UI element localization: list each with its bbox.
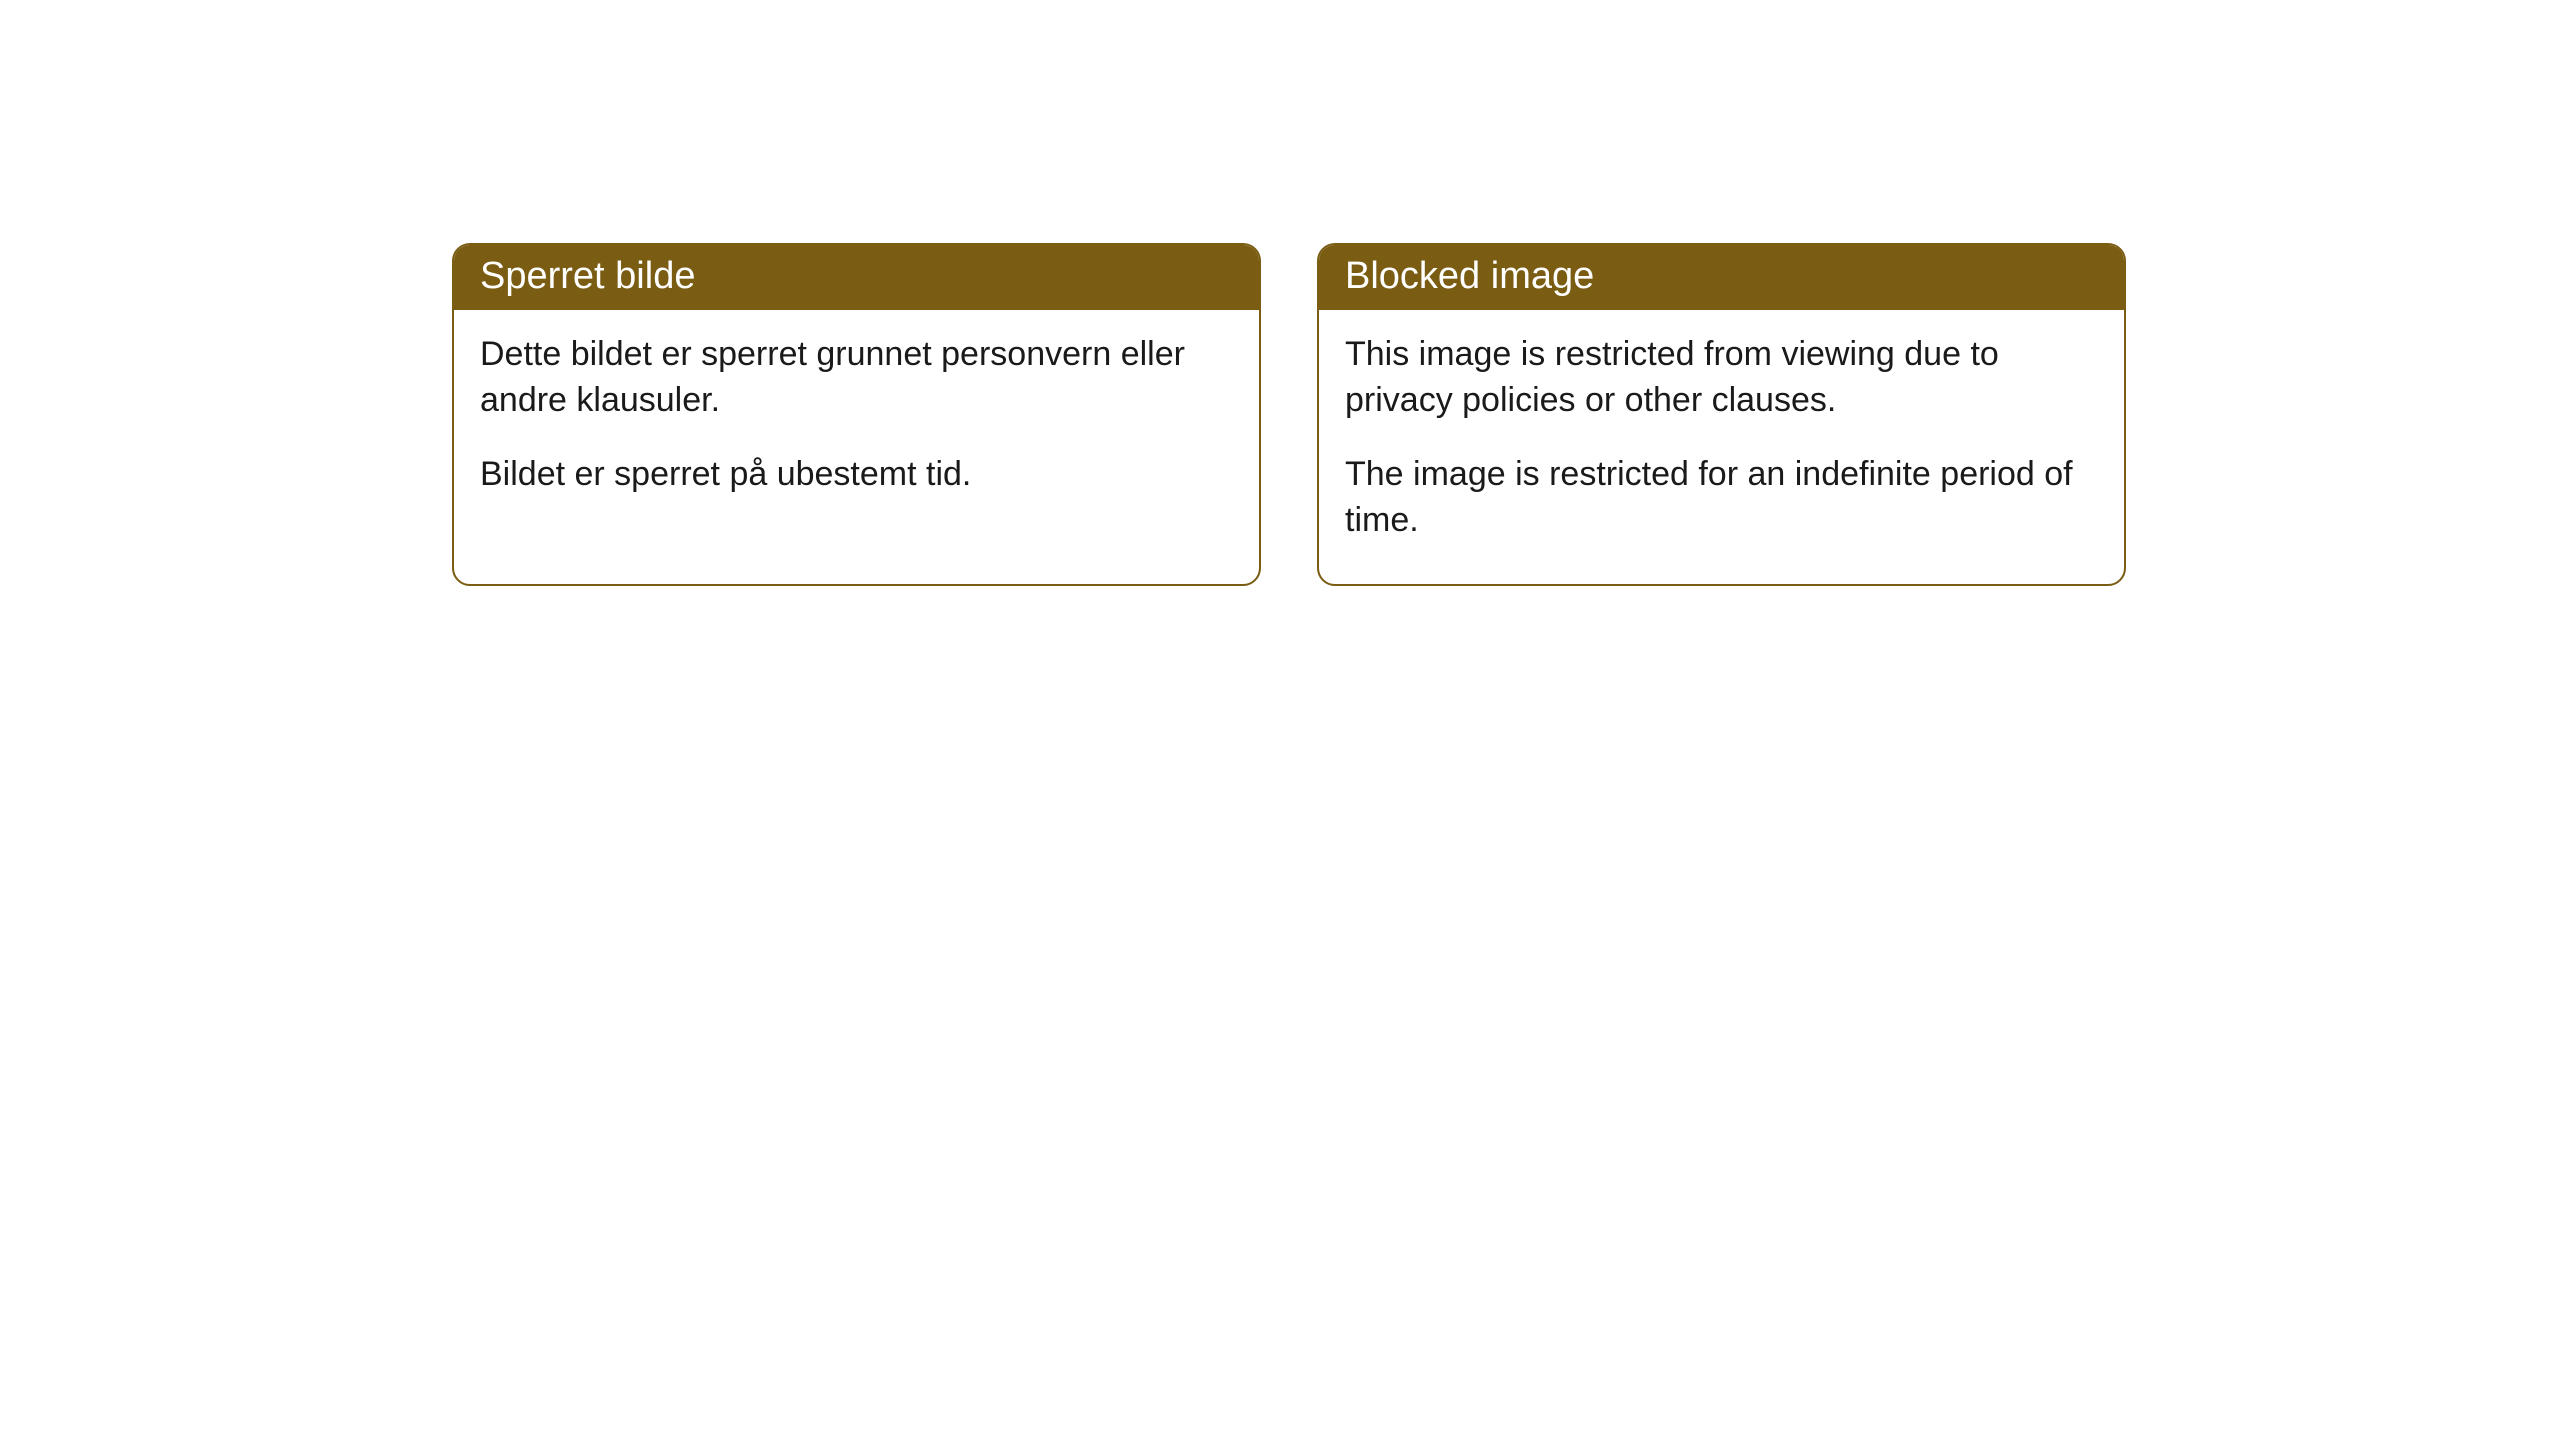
notice-card-english: Blocked image This image is restricted f… — [1317, 243, 2126, 586]
card-paragraph: Bildet er sperret på ubestemt tid. — [480, 452, 1233, 498]
card-paragraph: The image is restricted for an indefinit… — [1345, 452, 2098, 544]
card-paragraph: Dette bildet er sperret grunnet personve… — [480, 332, 1233, 424]
notice-container: Sperret bilde Dette bildet er sperret gr… — [0, 0, 2560, 586]
card-paragraph: This image is restricted from viewing du… — [1345, 332, 2098, 424]
card-body: This image is restricted from viewing du… — [1319, 310, 2124, 584]
notice-card-norwegian: Sperret bilde Dette bildet er sperret gr… — [452, 243, 1261, 586]
card-body: Dette bildet er sperret grunnet personve… — [454, 310, 1259, 538]
card-header: Sperret bilde — [454, 245, 1259, 310]
card-header: Blocked image — [1319, 245, 2124, 310]
